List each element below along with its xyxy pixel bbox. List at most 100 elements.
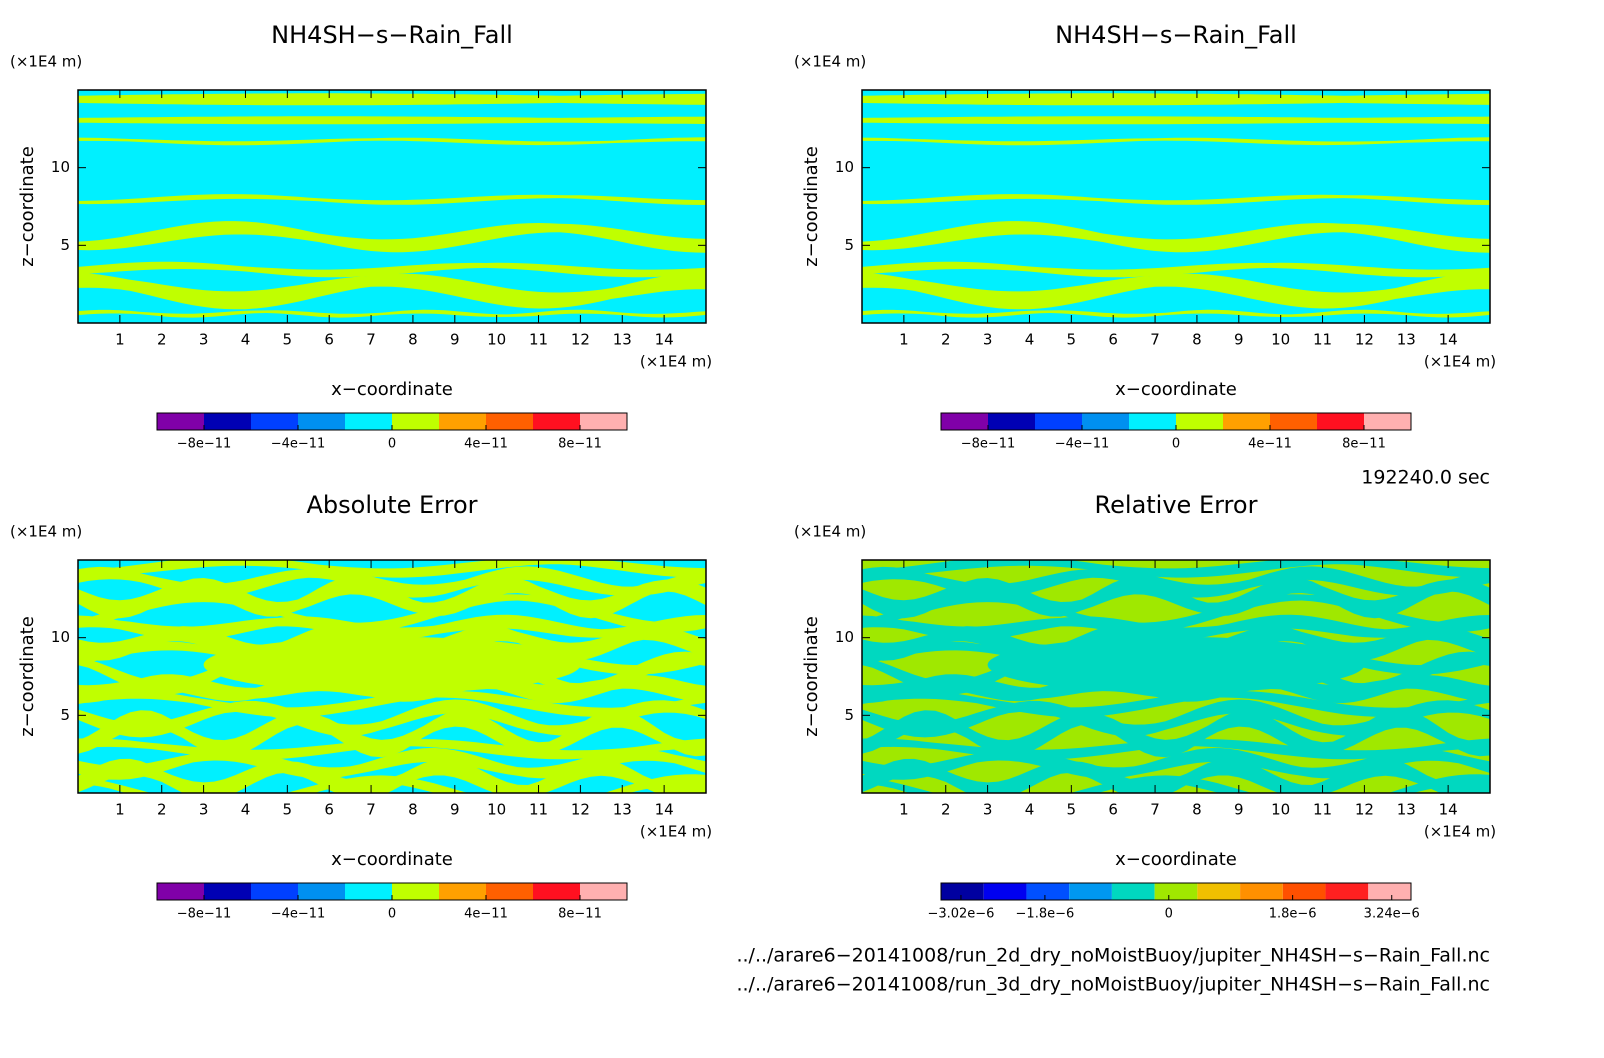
colorbar-swatch <box>1325 883 1369 900</box>
contour-region <box>78 560 706 578</box>
contour-region <box>203 636 581 693</box>
colorbar-swatch <box>1317 413 1364 430</box>
colorbar-tick-label: −8e−11 <box>177 907 232 922</box>
y-tick-label: 5 <box>844 236 854 254</box>
contour-region <box>78 309 706 318</box>
x-tick-label: 12 <box>571 801 590 819</box>
colorbar-frame <box>940 882 1412 901</box>
contour-region <box>862 194 1490 205</box>
contour-region <box>78 614 706 641</box>
x-tick-label: 2 <box>157 331 167 349</box>
y-tick-label: 10 <box>835 628 854 646</box>
y-label: z−coordinate <box>17 146 38 267</box>
colorbar-swatch <box>1111 883 1155 900</box>
contour-region <box>78 699 706 738</box>
contour-field <box>862 560 1490 793</box>
x-tick-label: 5 <box>283 801 293 819</box>
colorbar-tick-label: −4e−11 <box>271 437 326 452</box>
colorbar-swatch <box>1282 883 1326 900</box>
x-tick-label: 12 <box>1355 801 1374 819</box>
y-tick-label: 10 <box>835 158 854 176</box>
contour-region <box>862 699 1490 738</box>
x-tick-label: 7 <box>1150 801 1160 819</box>
contour-region <box>78 709 706 758</box>
x-tick-label: 10 <box>1271 331 1290 349</box>
colorbar-swatch <box>439 413 486 430</box>
x-tick-label: 11 <box>529 331 548 349</box>
panel-title: NH4SH−s−Rain_Fall <box>1055 21 1297 49</box>
x-tick-label: 9 <box>450 801 460 819</box>
x-tick-label: 12 <box>571 331 590 349</box>
y-label: z−coordinate <box>801 146 822 267</box>
contour-region <box>78 758 706 793</box>
contour-region <box>862 592 1490 633</box>
colorbar-swatch <box>1176 413 1223 430</box>
contour-region <box>862 747 1490 780</box>
x-unit: (×1E4 m) <box>1424 823 1496 841</box>
colorbar-swatch <box>983 883 1027 900</box>
y-unit: (×1E4 m) <box>10 523 82 541</box>
plot-frame <box>861 559 1491 794</box>
x-tick-label: 3 <box>199 331 209 349</box>
x-label: x−coordinate <box>331 849 453 870</box>
colorbar-swatch <box>1223 413 1270 430</box>
y-tick-label: 5 <box>60 706 70 724</box>
colorbar-tick-label: 4e−11 <box>464 907 508 922</box>
contour-region <box>862 709 1490 758</box>
file-path: ../../arare6−20141008/run_2d_dry_noMoist… <box>736 945 1490 967</box>
contour-region <box>862 271 1490 310</box>
panel-title: Absolute Error <box>306 491 477 519</box>
colorbar-swatch <box>1026 883 1070 900</box>
x-tick-label: 11 <box>1313 801 1332 819</box>
x-tick-label: 4 <box>1025 801 1035 819</box>
colorbar-swatch <box>533 413 580 430</box>
x-tick-label: 12 <box>1355 331 1374 349</box>
x-tick-label: 10 <box>487 801 506 819</box>
x-tick-label: 11 <box>1313 331 1332 349</box>
contour-region <box>78 774 706 793</box>
x-tick-label: 4 <box>241 331 251 349</box>
colorbar-swatch <box>486 883 533 900</box>
x-tick-label: 1 <box>899 801 909 819</box>
contour-region <box>862 576 1490 619</box>
colorbar-swatch <box>251 883 298 900</box>
colorbar-swatch <box>1240 883 1283 900</box>
x-tick-label: 7 <box>366 331 376 349</box>
colorbar-tick-label: −3.02e−6 <box>927 907 994 922</box>
contour-field <box>78 93 706 318</box>
contour-field <box>78 560 706 793</box>
x-tick-label: 13 <box>1397 331 1416 349</box>
y-label: z−coordinate <box>17 616 38 737</box>
contour-field <box>862 93 1490 318</box>
y-unit: (×1E4 m) <box>794 523 866 541</box>
x-tick-label: 14 <box>655 801 674 819</box>
x-tick-label: 13 <box>613 331 632 349</box>
x-tick-label: 2 <box>157 801 167 819</box>
x-tick-label: 8 <box>408 801 418 819</box>
x-tick-label: 13 <box>613 801 632 819</box>
x-tick-label: 2 <box>941 331 951 349</box>
colorbar-tick-label: 1.8e−6 <box>1269 907 1317 922</box>
contour-region <box>78 271 706 310</box>
contour-region <box>862 774 1490 793</box>
x-label: x−coordinate <box>1115 379 1237 400</box>
contour-region <box>78 261 706 278</box>
contour-region <box>78 93 706 106</box>
colorbar-swatch <box>1154 883 1198 900</box>
x-tick-label: 5 <box>283 331 293 349</box>
colorbar-swatch <box>1270 413 1317 430</box>
plot-frame <box>861 89 1491 324</box>
x-tick-label: 14 <box>1439 331 1458 349</box>
colorbar-swatch <box>439 883 486 900</box>
colorbar-tick-label: −4e−11 <box>271 907 326 922</box>
colorbar-tick-label: 0 <box>1165 907 1173 922</box>
contour-region <box>862 93 1490 106</box>
colorbar-swatch <box>988 413 1035 430</box>
colorbar-swatch <box>486 413 533 430</box>
x-tick-label: 1 <box>115 331 125 349</box>
contour-region <box>78 194 706 205</box>
x-tick-label: 6 <box>1108 331 1118 349</box>
x-tick-label: 14 <box>655 331 674 349</box>
colorbar-swatch <box>580 413 627 430</box>
